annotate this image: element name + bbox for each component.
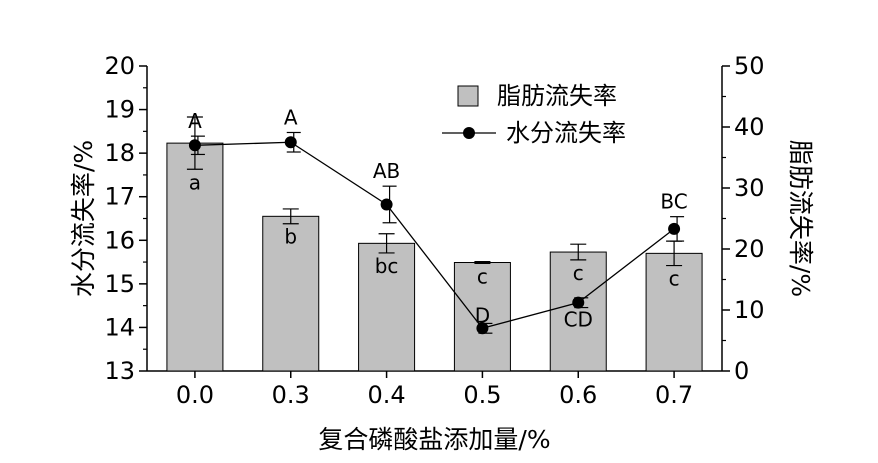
- right-tick-label: 20: [734, 235, 765, 263]
- right-tick-label: 40: [734, 113, 765, 141]
- right-tick-label: 10: [734, 296, 765, 324]
- bar-0.4: [358, 242, 416, 372]
- bar-0.7: [645, 252, 703, 372]
- line-point-0.3: [284, 136, 297, 149]
- legend-bar-label: 脂肪流失率: [497, 82, 617, 110]
- right-tick-label: 50: [734, 52, 765, 80]
- right-tick-label: 0: [734, 357, 749, 385]
- line-point-0.7: [668, 222, 681, 235]
- right-axis-title: 脂肪流失率/%: [786, 140, 815, 297]
- line-significance-label: A: [188, 109, 202, 133]
- x-tick-label: 0.0: [176, 381, 214, 409]
- left-tick-label: 16: [104, 226, 135, 254]
- line-significance-label: A: [284, 105, 298, 129]
- bar-0.3: [262, 215, 320, 372]
- left-tick-label: 14: [104, 313, 135, 341]
- line-point-0.4: [380, 198, 393, 211]
- line-point-0.5: [476, 322, 489, 335]
- water-loss-line: [194, 141, 675, 330]
- bar-significance-label: c: [573, 261, 584, 285]
- x-tick-label: 0.4: [367, 381, 405, 409]
- line-significance-label: BC: [660, 190, 687, 214]
- bar-0.0: [166, 142, 224, 372]
- bar-significance-label: bc: [375, 254, 399, 278]
- x-tick-label: 0.3: [272, 381, 310, 409]
- x-axis-title: 复合磷酸盐添加量/%: [318, 425, 550, 454]
- bar-significance-label: c: [669, 267, 680, 291]
- line-point-0.6: [572, 296, 585, 309]
- x-tick-label: 0.5: [463, 381, 501, 409]
- left-axis-title: 水分流失率/%: [69, 140, 98, 297]
- legend-line-marker: [463, 127, 475, 139]
- line-significance-label: AB: [373, 159, 400, 183]
- bar-0.6: [549, 251, 607, 372]
- left-tick-label: 19: [104, 96, 135, 124]
- left-tick-label: 15: [104, 270, 135, 298]
- line-significance-label: CD: [564, 308, 593, 332]
- bar-significance-label: c: [477, 264, 488, 288]
- legend-bar-swatch: [457, 85, 479, 107]
- left-tick-label: 18: [104, 139, 135, 167]
- left-tick-label: 17: [104, 183, 135, 211]
- x-tick-label: 0.7: [655, 381, 693, 409]
- right-tick-label: 30: [734, 174, 765, 202]
- x-tick-label: 0.6: [559, 381, 597, 409]
- axes: 13 14 15 16 17 18 19 20 0 10 20 30 40 50 0.0 0.3 0.4 0.5 0…: [69, 52, 815, 454]
- line-point-0.0: [188, 139, 201, 152]
- line-significance-label: D: [475, 303, 490, 327]
- chart-marks: a b bc c c c A A AB D CD BC: [166, 105, 703, 372]
- left-tick-label: 13: [104, 357, 135, 385]
- legend-line-label: 水分流失率: [506, 119, 626, 147]
- bar-significance-label: b: [284, 225, 297, 249]
- left-tick-label: 20: [104, 52, 135, 80]
- bar-significance-label: a: [189, 170, 201, 194]
